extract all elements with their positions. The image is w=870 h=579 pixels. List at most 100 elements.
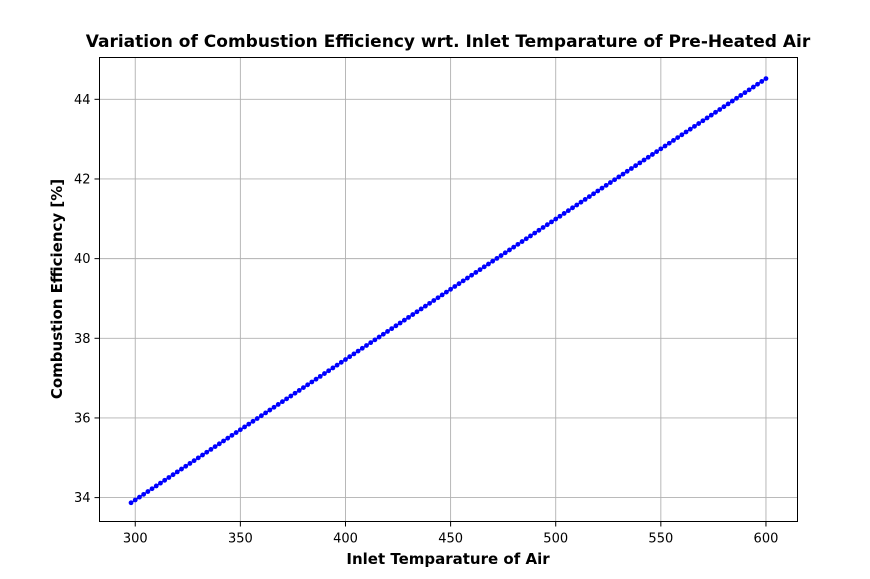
data-point [662,143,668,149]
data-point [237,427,243,433]
data-point [372,337,378,343]
data-point [700,118,706,124]
data-point [200,452,205,458]
data-point [343,357,348,362]
data-point [158,480,163,486]
y-tick-label: 42 [74,172,91,187]
data-point [502,250,508,256]
data-point [263,410,268,416]
data-point [717,107,723,112]
data-point [759,79,765,84]
data-point [654,149,660,155]
data-point [174,469,180,475]
data-point [473,270,479,275]
data-point [204,449,210,455]
data-point [351,351,357,357]
data-point [233,430,239,435]
data-point [553,216,559,222]
data-point [187,461,193,466]
series-layer [128,76,769,506]
data-point [746,87,752,93]
data-point [410,312,416,317]
data-point [221,438,226,444]
data-point [486,261,491,267]
data-point [477,267,483,273]
data-point [671,138,676,143]
x-tick-label: 300 [123,532,148,547]
data-point [599,185,605,191]
ticks: 300 350 400 450 500 550 600 34 36 38 40 42 44 [74,93,778,547]
data-point [570,205,575,211]
data-point [444,289,449,295]
data-point [401,317,407,323]
data-point [145,489,151,494]
data-point [456,281,462,287]
data-point [687,126,693,132]
data-point [309,379,315,385]
data-point [452,284,458,289]
data-point [603,182,609,188]
data-point [494,255,500,261]
data-point [431,298,437,303]
chart-title: Variation of Combustion Efficiency wrt. … [86,32,811,52]
data-point [128,500,134,506]
x-axis-label: Inlet Temparature of Air [346,550,550,568]
data-point [275,402,281,407]
data-point [561,211,567,216]
data-point [519,239,525,244]
data-point [532,230,538,236]
data-point [229,432,235,438]
data-point [305,382,311,388]
data-point [498,253,504,258]
data-point [242,424,247,430]
data-point [683,129,689,135]
data-point [250,418,256,424]
data-point [271,404,277,410]
data-point [721,104,727,110]
data-point [448,286,453,292]
data-point [338,359,344,365]
data-point [195,455,201,461]
x-tick-label: 350 [228,532,253,547]
data-point [624,168,630,174]
data-point [675,135,681,141]
data-point [540,225,546,230]
data-point [380,331,386,337]
data-point [469,272,475,278]
data-point [414,309,420,315]
data-point [481,264,487,270]
data-point [578,199,584,205]
data-point [755,81,760,87]
data-point [422,303,428,309]
data-point [637,160,643,166]
y-axis-label: Combustion Efficiency [%] [48,179,66,399]
x-tick-label: 550 [648,532,673,547]
data-point [355,348,361,354]
data-point [132,497,138,503]
data-point [368,340,374,346]
x-tick-label: 600 [754,532,779,547]
data-point [162,477,168,483]
data-point [347,354,353,360]
x-tick-label: 400 [333,532,358,547]
grid-lines [99,57,798,522]
data-point [591,191,596,197]
data-point [427,300,432,306]
data-point [385,329,390,334]
data-point [612,177,617,183]
y-tick-label: 38 [74,332,91,347]
data-point [507,247,512,253]
data-point [149,486,155,492]
data-point [465,275,470,281]
data-point [742,90,748,96]
data-point [574,202,580,208]
data-point [544,222,550,228]
data-point [137,494,142,500]
data-point [292,390,298,396]
data-point [296,388,302,393]
data-point [359,345,365,351]
data-point [713,109,718,115]
data-point [364,343,369,348]
